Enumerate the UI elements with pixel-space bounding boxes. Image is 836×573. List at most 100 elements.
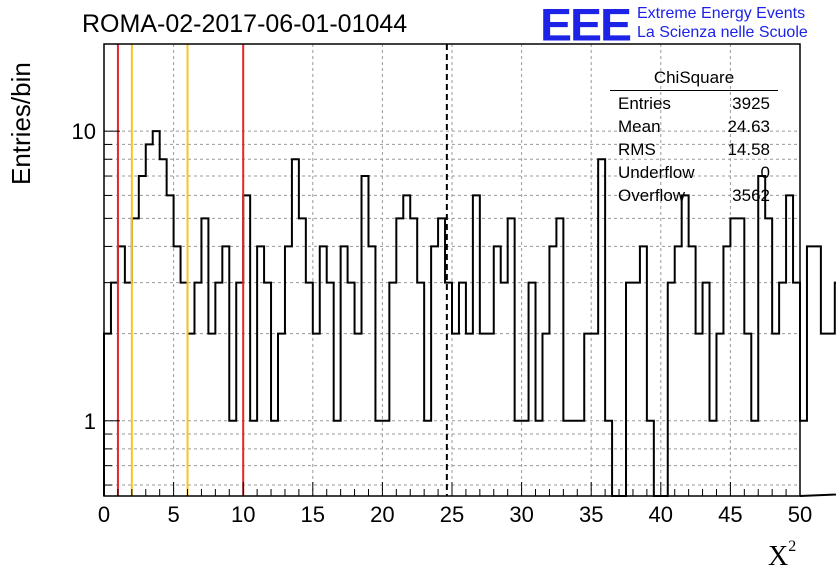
histogram-bin [542, 334, 549, 496]
histogram-bin [292, 159, 299, 496]
x-tick-label: 10 [231, 502, 255, 527]
histogram-bin [104, 334, 111, 496]
histogram-bin [389, 283, 396, 496]
histogram-bin [814, 246, 821, 496]
histogram-bin [132, 218, 139, 496]
histogram-bin [215, 283, 222, 496]
histogram-bin [793, 283, 800, 496]
histogram-bin [556, 218, 563, 496]
histogram-bin [459, 283, 466, 496]
x-axis-label: X2 [768, 538, 797, 572]
y-axis-ticks: 1 10 [72, 43, 120, 486]
histogram-bars [103, 130, 836, 497]
x-tick-label: 45 [718, 502, 742, 527]
stats-label: RMS [618, 140, 656, 159]
histogram-bin [257, 246, 264, 496]
histogram-bin [327, 283, 334, 496]
histogram-bin [243, 195, 250, 496]
histogram-bin [264, 283, 271, 496]
histogram-bin [744, 334, 751, 496]
histogram-bin [362, 176, 369, 496]
eee-logo: EEE [540, 0, 632, 51]
histogram-bin [431, 246, 438, 496]
histogram-bin [640, 246, 647, 496]
histogram-bin [222, 246, 229, 496]
histogram-bin [466, 334, 473, 496]
histogram-bin [689, 246, 696, 496]
reference-lines [116, 44, 448, 496]
histogram-bin [821, 334, 828, 496]
x-tick-label: 0 [98, 502, 110, 527]
histogram-bin [786, 195, 793, 496]
histogram-bin [626, 283, 633, 496]
histogram-bin [306, 283, 313, 496]
stats-row-overflow: Overflow 3562 [610, 184, 778, 207]
histogram-bin [501, 283, 508, 496]
histogram-bin [772, 334, 779, 496]
histogram-bin [403, 195, 410, 496]
stats-box: ChiSquare Entries 3925 Mean 24.63 RMS 14… [610, 66, 778, 207]
stats-value: 3925 [732, 94, 770, 113]
chart-title: ROMA-02-2017-06-01-01044 [82, 10, 408, 38]
histogram-bin [410, 218, 417, 496]
x-tick-label: 15 [301, 502, 325, 527]
logo-caption-line2: La Scienza nelle Scuole [637, 24, 808, 41]
histogram-bin [828, 334, 835, 496]
stats-value: 14.58 [727, 140, 770, 159]
y-tick-label: 10 [72, 119, 96, 144]
histogram-bin [598, 159, 605, 496]
histogram-bin [508, 218, 515, 496]
x-tick-label: 5 [167, 502, 179, 527]
histogram-bin [758, 176, 765, 496]
stats-title: ChiSquare [610, 66, 778, 91]
logo-caption-line1: Extreme Energy Events [637, 5, 806, 22]
histogram-bin [153, 131, 160, 496]
histogram-bin [278, 334, 285, 496]
histogram-bin [313, 334, 320, 496]
histogram-bin [194, 283, 201, 496]
histogram-bin [800, 421, 807, 496]
histogram-bin [396, 218, 403, 496]
histogram-bin [348, 283, 355, 496]
stats-value: 3562 [732, 186, 770, 205]
histogram-bin [682, 195, 689, 496]
histogram-bin [438, 218, 445, 496]
histogram-bin [125, 283, 132, 496]
histogram-bin [591, 334, 598, 496]
x-tick-label: 25 [440, 502, 464, 527]
histogram-bin [807, 246, 814, 496]
histogram-outline [103, 130, 836, 497]
x-tick-label: 35 [579, 502, 603, 527]
histogram-bin [765, 218, 772, 496]
histogram-bin [723, 246, 730, 496]
histogram-bin [668, 283, 675, 496]
histogram-bin [299, 218, 306, 496]
histogram-bin [494, 246, 501, 496]
histogram-bin [118, 246, 125, 496]
histogram-bin [368, 246, 375, 496]
histogram-bin [417, 283, 424, 496]
histogram-bin [139, 176, 146, 496]
histogram-bin [737, 218, 744, 496]
histogram-bin [188, 334, 195, 496]
histogram-bin [236, 283, 243, 496]
stats-value: 0 [760, 163, 770, 182]
histogram-bin [341, 246, 348, 496]
histogram-bin [160, 159, 167, 496]
stats-row-underflow: Underflow 0 [610, 161, 778, 184]
histogram-bin [696, 334, 703, 496]
histogram-bin [181, 283, 188, 496]
histogram-bin [730, 218, 737, 496]
histogram-bin [675, 246, 682, 496]
histogram-bin [285, 246, 292, 496]
stats-row-rms: RMS 14.58 [610, 138, 778, 161]
histogram-bin [473, 195, 480, 496]
histogram-bin [111, 283, 118, 496]
histogram-bin [584, 334, 591, 496]
histogram-bin [703, 283, 710, 496]
stats-label: Entries [618, 94, 671, 113]
histogram-bin [529, 283, 536, 496]
histogram-bin [355, 334, 362, 496]
histogram-bin [549, 246, 556, 496]
